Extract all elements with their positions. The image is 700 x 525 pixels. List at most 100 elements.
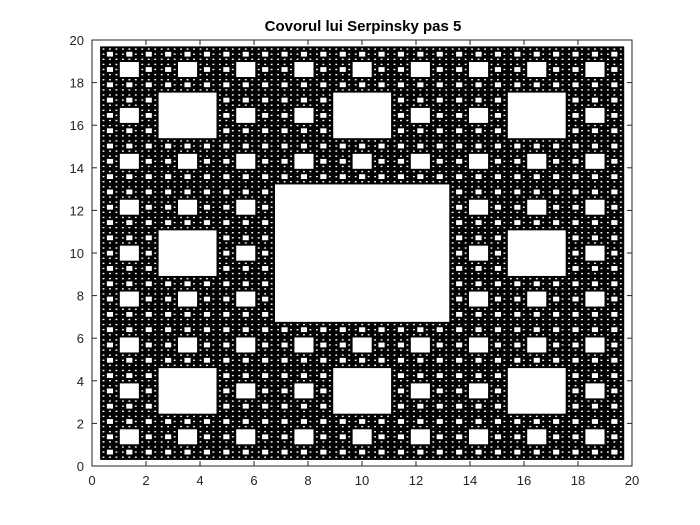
carpet-square-1345 — [138, 364, 142, 367]
carpet-square-1751 — [182, 444, 185, 447]
carpet-square-2906 — [261, 454, 265, 457]
carpet-square-3227 — [225, 381, 228, 384]
carpet-square-1121 — [106, 338, 110, 341]
carpet-square-2422 — [214, 359, 217, 362]
carpet-square-1208 — [113, 325, 116, 328]
carpet-square-2409 — [210, 364, 213, 367]
carpet-square-221 — [130, 457, 133, 460]
carpet-square-2741 — [233, 422, 237, 425]
carpet-square-485 — [149, 417, 153, 420]
carpet-square-296 — [132, 427, 135, 430]
carpet-square-580 — [102, 393, 105, 396]
carpet-square-2762 — [235, 449, 239, 452]
carpet-square-2324 — [179, 321, 183, 324]
carpet-square-3242 — [229, 377, 232, 380]
carpet-square-2800 — [248, 452, 252, 455]
carpet-square-2239 — [175, 321, 178, 324]
carpet-square-2420 — [212, 357, 215, 360]
carpet-square-1419 — [141, 345, 144, 348]
carpet-square-1695 — [169, 423, 172, 426]
carpet-square-2666 — [229, 439, 232, 442]
carpet-square-3532 — [257, 372, 260, 375]
carpet-square-294 — [130, 415, 133, 418]
carpet-square-846 — [143, 405, 146, 408]
carpet-square-3614 — [227, 364, 230, 367]
carpet-square-2007 — [201, 413, 204, 416]
carpet-square-2830 — [240, 420, 243, 423]
carpet-square-3360 — [242, 371, 245, 374]
carpet-square-150 — [104, 415, 107, 418]
carpet-square-2941 — [272, 447, 275, 450]
carpet-square-687 — [117, 377, 120, 380]
carpet-square-96 — [106, 432, 110, 435]
carpet-square-3390 — [253, 369, 256, 372]
carpet-square-718 — [123, 405, 127, 408]
carpet-square-3346 — [235, 367, 239, 370]
carpet-square-1341 — [136, 325, 140, 328]
carpet-square-1266 — [132, 357, 135, 360]
carpet-square-2538 — [210, 332, 213, 335]
carpet-square-2585 — [222, 456, 226, 459]
carpet-square-1517 — [156, 335, 159, 338]
carpet-square-2698 — [216, 418, 219, 421]
carpet-square-3663 — [220, 342, 224, 345]
carpet-square-1322 — [132, 332, 135, 335]
carpet-square-2620 — [231, 444, 235, 447]
carpet-square-1743 — [182, 449, 185, 452]
carpet-square-644 — [102, 377, 105, 380]
carpet-square-1102 — [104, 343, 107, 346]
carpet-square-763 — [134, 401, 138, 404]
carpet-square-2796 — [250, 454, 254, 457]
carpet-square-941 — [156, 396, 159, 399]
carpet-square-1579 — [173, 457, 176, 460]
carpet-square-3524 — [257, 377, 260, 380]
carpet-square-3395 — [257, 412, 260, 414]
carpet-square-789 — [123, 371, 127, 374]
carpet-square-2847 — [246, 423, 250, 426]
carpet-square-54 — [117, 451, 120, 454]
carpet-square-3552 — [261, 371, 265, 374]
carpet-square-3595 — [218, 360, 222, 363]
carpet-square-4371 — [121, 279, 125, 282]
carpet-square-4563 — [141, 279, 144, 282]
carpet-square-2697 — [216, 420, 219, 423]
carpet-square-1126 — [110, 338, 114, 341]
carpet-square-1274 — [132, 352, 135, 355]
carpet-square-1207 — [117, 326, 120, 329]
carpet-square-3495 — [266, 383, 269, 386]
carpet-square-821 — [136, 376, 140, 379]
carpet-square-2692 — [218, 423, 222, 426]
carpet-square-3799 — [240, 352, 243, 355]
carpet-square-3458 — [255, 393, 258, 396]
carpet-square-817 — [132, 374, 135, 377]
carpet-square-1889 — [203, 446, 207, 449]
carpet-square-2936 — [268, 447, 271, 450]
carpet-square-1225 — [119, 359, 122, 362]
carpet-square-2667 — [231, 442, 235, 445]
carpet-square-2477 — [214, 350, 217, 353]
carpet-square-1643 — [173, 442, 176, 445]
carpet-square-782 — [123, 374, 127, 377]
carpet-square-4811 — [121, 269, 125, 272]
carpet-square-3177 — [229, 394, 232, 397]
carpet-square-2976 — [261, 432, 265, 435]
carpet-square-223 — [130, 454, 133, 457]
carpet-square-866 — [145, 398, 148, 401]
carpet-square-2566 — [220, 456, 224, 459]
carpet-square-1690 — [164, 423, 168, 426]
carpet-square-2865 — [248, 420, 252, 423]
carpet-square-4187 — [108, 304, 112, 307]
carpet-square-1384 — [151, 366, 155, 369]
carpet-square-3139 — [218, 396, 222, 399]
carpet-square-692 — [115, 372, 118, 375]
carpet-square-3545 — [261, 379, 265, 382]
carpet-square-1421 — [143, 345, 146, 348]
carpet-square-1532 — [153, 321, 157, 324]
carpet-square-3362 — [242, 367, 245, 370]
carpet-square-2607 — [233, 454, 237, 457]
carpet-square-2249 — [177, 359, 181, 362]
carpet-square-1342 — [136, 323, 140, 326]
carpet-square-1287 — [123, 332, 127, 335]
carpet-square-1460 — [153, 342, 157, 345]
carpet-square-1280 — [119, 335, 122, 338]
